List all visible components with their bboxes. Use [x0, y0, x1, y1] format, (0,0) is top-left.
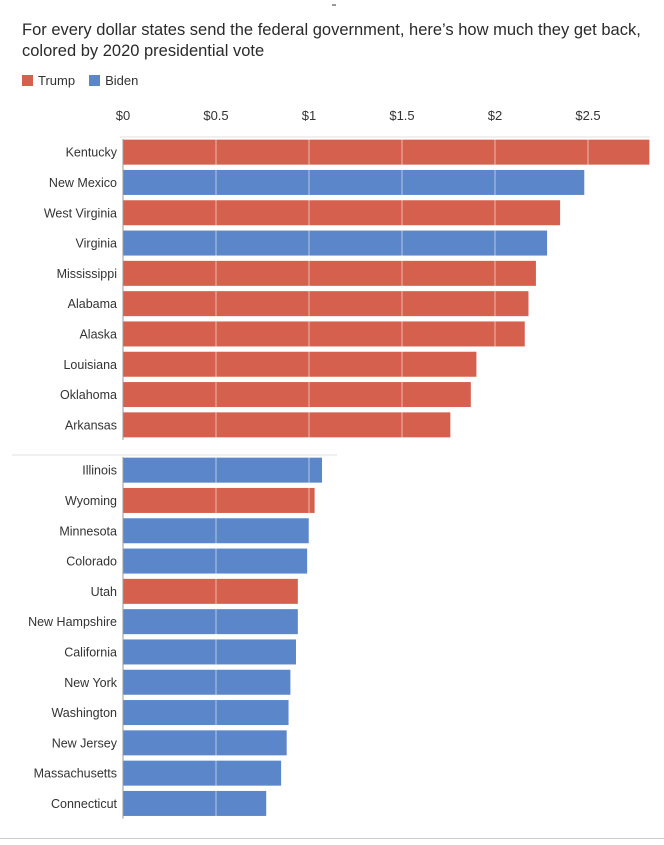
state-label: Minnesota: [59, 524, 117, 538]
bar-illinois: [123, 457, 323, 483]
bar-new-jersey: [123, 730, 287, 756]
state-label: Louisiana: [63, 358, 117, 372]
legend-item-biden: Biden: [89, 73, 138, 88]
state-label: Alaska: [79, 327, 117, 341]
bar-connecticut: [123, 790, 267, 816]
chart-title: For every dollar states send the federal…: [22, 21, 641, 60]
legend-swatch-trump: [22, 75, 33, 86]
bar-utah: [123, 578, 298, 604]
bar-kentucky: [123, 139, 650, 165]
state-label: Mississippi: [57, 267, 117, 281]
bar-alabama: [123, 291, 529, 317]
state-label: Colorado: [66, 555, 117, 569]
bar-new-mexico: [123, 169, 585, 195]
bottom-divider: [0, 838, 664, 839]
state-label: Arkansas: [65, 418, 117, 432]
top-marker: [332, 4, 336, 6]
bar-oklahoma: [123, 382, 471, 408]
x-tick-label: $1: [302, 108, 316, 123]
bar-wyoming: [123, 487, 315, 513]
x-tick-label: $0: [116, 108, 130, 123]
state-label: Kentucky: [66, 146, 118, 160]
legend-swatch-biden: [89, 75, 101, 86]
state-label: New Hampshire: [28, 615, 117, 629]
state-label: Virginia: [76, 237, 118, 251]
x-tick-label: $1.5: [389, 108, 414, 123]
state-label: California: [64, 645, 117, 659]
bar-new-york: [123, 669, 291, 695]
bar-new-hampshire: [123, 609, 298, 635]
x-tick-label: $0.5: [203, 108, 228, 123]
bar-colorado: [123, 548, 308, 574]
bar-mississippi: [123, 260, 536, 286]
state-label: Massachusetts: [34, 767, 117, 781]
x-tick-label: $2.5: [575, 108, 600, 123]
bar-alaska: [123, 321, 525, 347]
state-label: Alabama: [68, 297, 117, 311]
x-tick-label: $2: [488, 108, 502, 123]
state-label: Connecticut: [51, 797, 118, 811]
legend-label-trump: Trump: [38, 73, 76, 88]
state-label: New York: [64, 676, 118, 690]
state-label: Wyoming: [65, 494, 117, 508]
legend: Trump Biden: [22, 73, 138, 88]
legend-item-trump: Trump: [22, 73, 75, 88]
state-label: Utah: [91, 585, 117, 599]
state-label: Washington: [51, 706, 117, 720]
bar-washington: [123, 700, 289, 726]
state-label: Illinois: [82, 464, 117, 478]
state-label: New Mexico: [49, 176, 117, 190]
bar-arkansas: [123, 412, 451, 438]
bar-virginia: [123, 230, 548, 256]
legend-label-biden: Biden: [105, 73, 139, 88]
bar-massachusetts: [123, 760, 282, 786]
state-label: West Virginia: [44, 206, 117, 220]
bar-california: [123, 639, 296, 665]
state-label: New Jersey: [52, 736, 118, 750]
bar-west-virginia: [123, 200, 561, 226]
bar-louisiana: [123, 351, 477, 377]
state-label: Oklahoma: [60, 388, 117, 402]
